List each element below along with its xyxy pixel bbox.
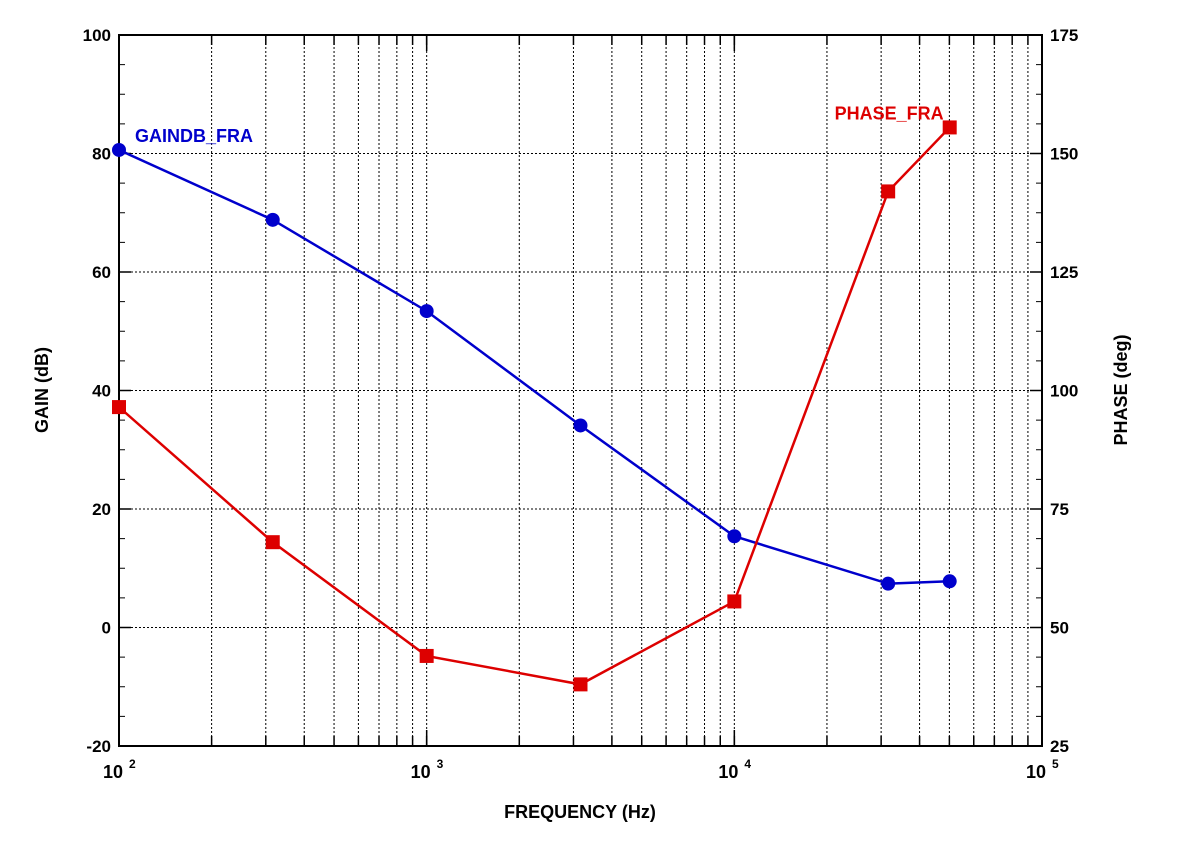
x-tick-base: 10 [103, 762, 123, 782]
x-tick-base: 10 [1026, 762, 1046, 782]
phase-data-point [573, 677, 588, 692]
y-tick-label: 20 [92, 500, 111, 519]
series-line-gaindb-fra [118, 148, 950, 585]
gain-data-point [727, 529, 742, 544]
y2-tick-label: 150 [1050, 145, 1078, 164]
x-tick-label: 10 3 [411, 757, 444, 782]
x-tick-exponent: 3 [437, 757, 444, 771]
y-tick-label: 60 [92, 263, 111, 282]
y2-tick-label: 25 [1050, 737, 1069, 756]
x-tick-exponent: 4 [744, 757, 751, 771]
gain-data-point [942, 574, 957, 589]
series-label-gaindb-fra: GAINDB_FRA [135, 126, 253, 146]
gain-data-point [419, 304, 434, 319]
x-tick-base: 10 [411, 762, 431, 782]
y2-tick-label: 75 [1050, 500, 1069, 519]
y-axis-label: GAIN (dB) [32, 347, 52, 433]
x-tick-label: 10 5 [1026, 757, 1059, 782]
x-tick-base: 10 [718, 762, 738, 782]
gain-data-point [573, 418, 588, 433]
y2-tick-label: 175 [1050, 26, 1078, 45]
y2-tick-label: 125 [1050, 263, 1078, 282]
phase-data-point [942, 120, 957, 135]
y-tick-label: 0 [102, 619, 111, 638]
y2-axis-label: PHASE (deg) [1111, 334, 1131, 445]
axis-labels: FREQUENCY (Hz) GAIN (dB) PHASE (deg) [32, 334, 1131, 822]
gain-data-point [881, 576, 896, 591]
gain-data-point [112, 142, 126, 157]
series-labels: GAINDB_FRA PHASE_FRA [135, 103, 944, 146]
y2-tick-label: 50 [1050, 619, 1069, 638]
y-tick-label: 40 [92, 382, 111, 401]
grid [119, 35, 1042, 746]
series-line-phase-fra [118, 126, 951, 686]
y-tick-label: 100 [83, 26, 111, 45]
phase-data-point [881, 184, 896, 199]
series [112, 120, 957, 692]
phase-data-point [727, 594, 742, 609]
phase-data-point [112, 400, 126, 415]
x-axis-label: FREQUENCY (Hz) [504, 802, 656, 822]
x-tick-label: 10 2 [103, 757, 136, 782]
y-tick-label: 80 [92, 145, 111, 164]
x-tick-exponent: 2 [129, 757, 136, 771]
y-tick-label: -20 [86, 737, 111, 756]
x-tick-label: 10 4 [718, 757, 751, 782]
phase-data-point [419, 648, 434, 663]
phase-data-point [265, 535, 280, 550]
series-label-phase-fra: PHASE_FRA [835, 103, 944, 123]
gain-data-point [265, 212, 280, 227]
x-tick-exponent: 5 [1052, 757, 1059, 771]
y2-tick-label: 100 [1050, 382, 1078, 401]
